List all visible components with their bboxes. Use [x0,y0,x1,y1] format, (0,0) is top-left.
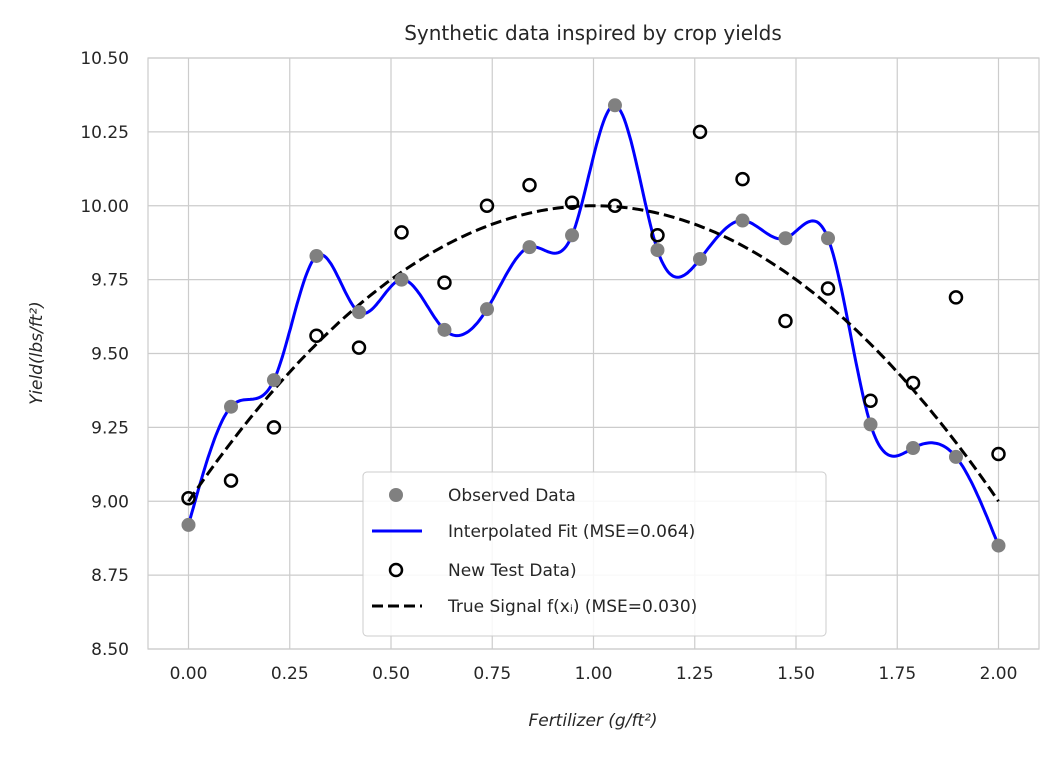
observed-data-point [948,449,963,464]
test-data-point [181,491,196,506]
x-ticks: 0.00 0.25 0.50 0.75 1.00 1.25 1.50 1.75 2.00 [170,664,1018,684]
observed-data-point [735,213,750,228]
test-data-point [607,198,623,213]
x-tick-label: 1.00 [575,664,613,684]
observed-data-point [522,240,537,255]
observed-data-point [437,322,452,337]
legend: Observed Data Interpolated Fit (MSE=0.06… [362,471,827,637]
test-data-point [735,171,750,187]
y-tick-label: 8.50 [91,640,129,660]
y-tick-label: 9.00 [91,492,129,512]
legend-test-marker [388,562,404,578]
legend-test-label: New Test Data) [448,561,577,581]
observed-data-point [693,251,708,266]
observed-data-point [565,228,580,243]
test-data-point [564,195,580,211]
observed-data-point [224,399,239,414]
observed-data-point [352,305,367,320]
x-tick-label: 1.75 [878,664,916,684]
observed-data-point [607,98,622,113]
plot-area [147,57,1040,650]
test-data-point [820,281,836,296]
legend-true-label: True Signal f(xᵢ) (MSE=0.030) [447,597,697,617]
test-data-point [351,340,367,355]
legend-observed-label: Observed Data [448,486,576,506]
test-data-point [948,290,964,305]
observed-data-point [820,231,835,246]
y-tick-label: 10.00 [80,197,129,217]
x-tick-label: 2.00 [980,664,1018,684]
y-tick-label: 10.25 [80,123,129,143]
observed-data-point [394,272,409,287]
x-tick-label: 0.00 [170,664,208,684]
x-tick-label: 1.25 [676,664,714,684]
x-axis-label: Fertilizer (g/ft²) [528,711,657,731]
y-tick-label: 8.75 [91,566,129,586]
observed-data-point [991,538,1006,553]
test-data-point [437,275,452,290]
test-data-point [309,328,324,344]
observed-data-point [778,231,793,246]
test-data-point [905,375,921,391]
y-axis-label: Yield(lbs/ft²) [27,301,47,405]
x-tick-label: 0.50 [372,664,410,684]
test-data-point [479,198,495,213]
test-data-point [778,313,793,329]
test-data-point [522,177,537,193]
legend-observed-marker [389,488,403,502]
observed-data-point [479,302,494,317]
y-ticks: 8.50 8.75 9.00 9.25 9.50 9.75 10.00 10.25 10.50 [80,49,129,660]
x-tick-label: 1.50 [777,664,815,684]
legend-box [362,471,827,637]
observed-data-point [309,248,324,263]
marks [181,98,1006,553]
observed-data-point [906,441,921,456]
y-tick-label: 9.75 [91,271,129,291]
x-tick-label: 0.25 [271,664,309,684]
observed-data-point [181,517,196,532]
test-data-point [223,473,239,488]
observed-data-point [650,243,665,258]
test-data-point [863,393,878,409]
y-tick-label: 9.50 [91,345,129,365]
observed-data-point [863,417,878,432]
x-tick-label: 0.75 [473,664,511,684]
chart-title: Synthetic data inspired by crop yields [404,21,782,45]
test-data-point [266,420,282,435]
interpolated-fit-line [187,103,1000,547]
y-tick-label: 10.50 [80,49,129,69]
test-data-point [991,446,1006,462]
legend-fit-label: Interpolated Fit (MSE=0.064) [448,522,695,542]
y-tick-label: 9.25 [91,418,129,438]
test-data-point [650,228,665,243]
test-data-point [692,124,708,140]
observed-data-point [266,373,281,388]
test-data-point [394,225,409,240]
